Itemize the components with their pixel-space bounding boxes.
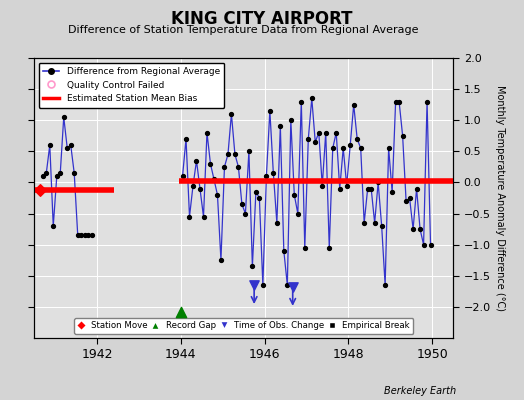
Text: Berkeley Earth: Berkeley Earth <box>384 386 456 396</box>
Title: Difference of Station Temperature Data from Regional Average: Difference of Station Temperature Data f… <box>69 25 419 35</box>
Point <box>289 284 297 290</box>
Y-axis label: Monthly Temperature Anomaly Difference (°C): Monthly Temperature Anomaly Difference (… <box>495 85 505 311</box>
Point <box>36 187 45 193</box>
Point <box>250 282 258 288</box>
Text: KING CITY AIRPORT: KING CITY AIRPORT <box>171 10 353 28</box>
Legend: Station Move, Record Gap, Time of Obs. Change, Empirical Break: Station Move, Record Gap, Time of Obs. C… <box>74 318 413 334</box>
Point <box>177 309 185 315</box>
